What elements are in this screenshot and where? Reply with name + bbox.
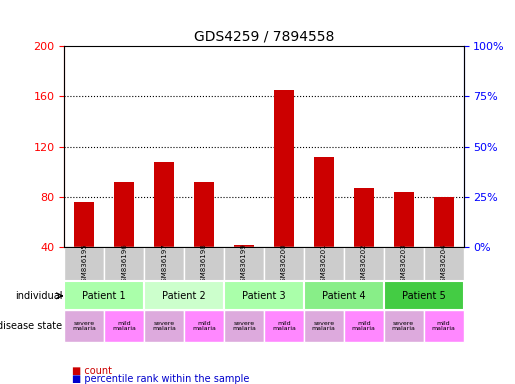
Text: ■ percentile rank within the sample: ■ percentile rank within the sample — [72, 374, 249, 384]
Text: GSM836201: GSM836201 — [321, 243, 327, 286]
Title: GDS4259 / 7894558: GDS4259 / 7894558 — [194, 30, 334, 43]
FancyBboxPatch shape — [344, 310, 384, 342]
Text: disease state: disease state — [0, 321, 62, 331]
Point — [240, 7, 248, 13]
Text: Patient 3: Patient 3 — [242, 291, 286, 301]
Text: Patient 4: Patient 4 — [322, 291, 366, 301]
FancyBboxPatch shape — [304, 310, 344, 342]
Text: ■ count: ■ count — [72, 366, 112, 376]
Text: individual: individual — [15, 291, 62, 301]
Text: GSM836200: GSM836200 — [281, 243, 287, 286]
Text: mild
malaria: mild malaria — [192, 321, 216, 331]
Text: severe
malaria: severe malaria — [232, 321, 256, 331]
Text: GSM836199: GSM836199 — [241, 243, 247, 286]
Text: GSM836204: GSM836204 — [440, 243, 447, 285]
FancyBboxPatch shape — [64, 247, 104, 281]
Text: severe
malaria: severe malaria — [152, 321, 176, 331]
FancyBboxPatch shape — [384, 247, 423, 281]
Text: GSM836197: GSM836197 — [161, 243, 167, 286]
FancyBboxPatch shape — [104, 310, 144, 342]
FancyBboxPatch shape — [344, 247, 384, 281]
Text: Patient 5: Patient 5 — [402, 291, 445, 301]
FancyBboxPatch shape — [264, 247, 304, 281]
FancyBboxPatch shape — [304, 281, 384, 310]
Text: GSM836202: GSM836202 — [360, 243, 367, 285]
Text: GSM836196: GSM836196 — [121, 243, 127, 286]
FancyBboxPatch shape — [423, 247, 464, 281]
FancyBboxPatch shape — [423, 310, 464, 342]
FancyBboxPatch shape — [144, 281, 224, 310]
Text: GSM836203: GSM836203 — [401, 243, 407, 286]
FancyBboxPatch shape — [144, 247, 184, 281]
Text: GSM836198: GSM836198 — [201, 243, 207, 286]
Text: Patient 1: Patient 1 — [82, 291, 126, 301]
Bar — [274, 90, 294, 297]
Text: severe
malaria: severe malaria — [312, 321, 336, 331]
FancyBboxPatch shape — [384, 281, 464, 310]
FancyBboxPatch shape — [224, 247, 264, 281]
Text: mild
malaria: mild malaria — [352, 321, 375, 331]
Text: Patient 2: Patient 2 — [162, 291, 206, 301]
Bar — [354, 188, 374, 297]
FancyBboxPatch shape — [64, 281, 144, 310]
Text: severe
malaria: severe malaria — [392, 321, 416, 331]
Bar — [393, 192, 414, 297]
FancyBboxPatch shape — [224, 310, 264, 342]
FancyBboxPatch shape — [264, 310, 304, 342]
FancyBboxPatch shape — [184, 247, 224, 281]
FancyBboxPatch shape — [384, 310, 423, 342]
Bar — [74, 202, 94, 297]
Text: severe
malaria: severe malaria — [73, 321, 96, 331]
Bar — [434, 197, 454, 297]
FancyBboxPatch shape — [184, 310, 224, 342]
Text: mild
malaria: mild malaria — [432, 321, 455, 331]
Text: mild
malaria: mild malaria — [272, 321, 296, 331]
FancyBboxPatch shape — [104, 247, 144, 281]
FancyBboxPatch shape — [64, 310, 104, 342]
Text: mild
malaria: mild malaria — [112, 321, 136, 331]
Bar — [234, 245, 254, 297]
Bar — [314, 157, 334, 297]
FancyBboxPatch shape — [144, 310, 184, 342]
Text: GSM836195: GSM836195 — [81, 243, 88, 286]
Bar — [114, 182, 134, 297]
Bar — [154, 162, 174, 297]
FancyBboxPatch shape — [224, 281, 304, 310]
Bar — [194, 182, 214, 297]
FancyBboxPatch shape — [304, 247, 344, 281]
